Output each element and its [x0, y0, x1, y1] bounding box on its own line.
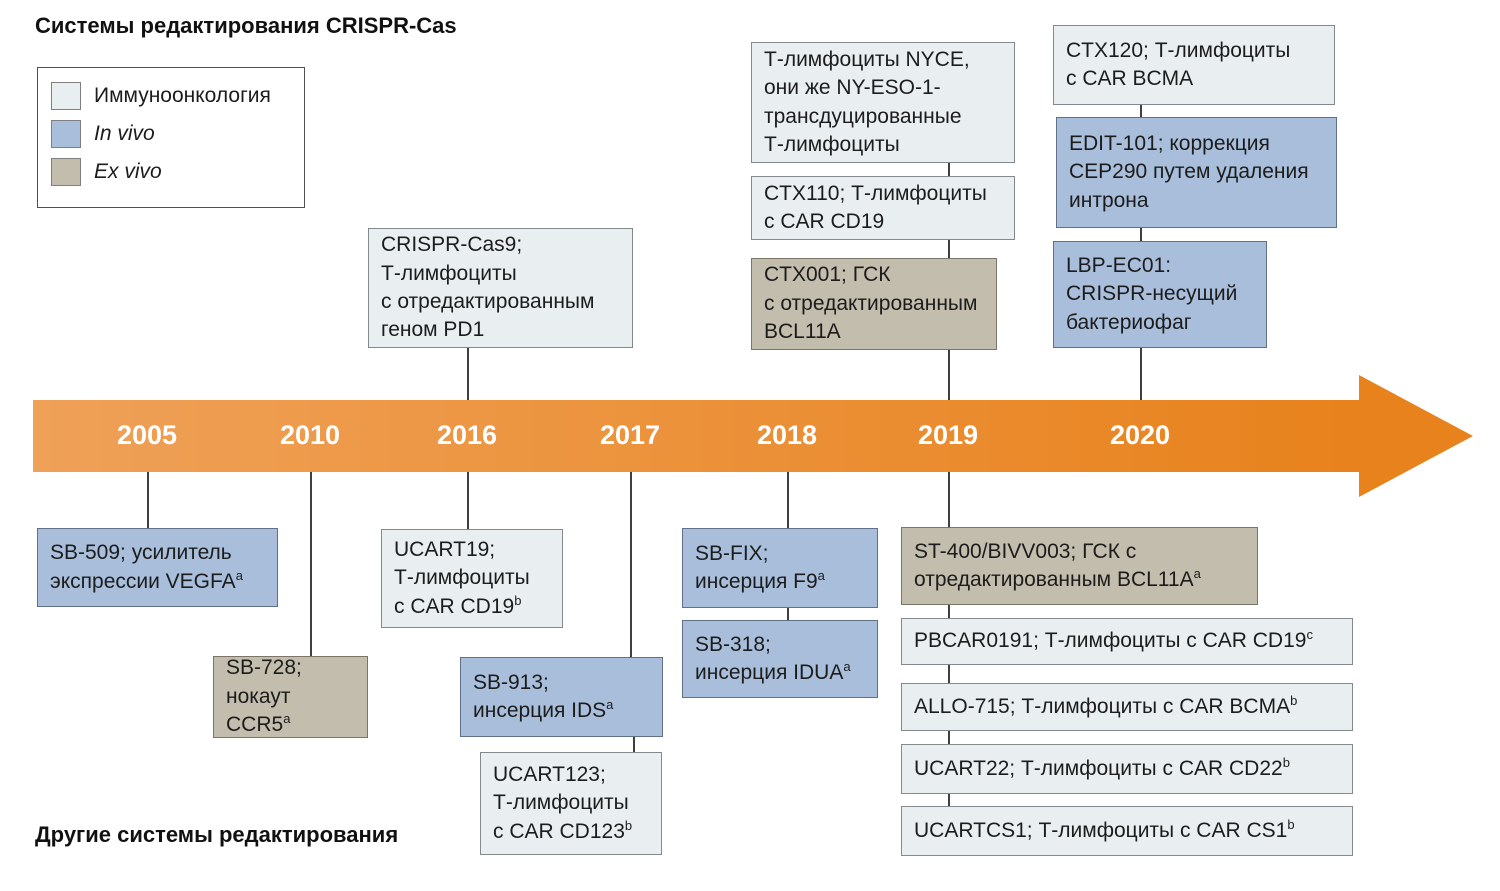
year-label-2017: 2017 — [599, 420, 661, 450]
box-st-400-bivv003: ST-400/BIVV003; ГСК с отредактированным … — [901, 527, 1258, 605]
connector — [1140, 228, 1142, 241]
connector — [310, 472, 312, 656]
connector — [948, 794, 950, 806]
connector — [147, 472, 149, 528]
connector — [787, 472, 789, 528]
year-label-2005: 2005 — [116, 420, 178, 450]
connector — [948, 163, 950, 176]
year-label-2019: 2019 — [917, 420, 979, 450]
box-sb-913: SB-913; инсерция IDSa — [460, 657, 663, 737]
box-ctx110: CTX110; Т-лимфоциты с CAR CD19 — [751, 176, 1015, 240]
box-edit-101: EDIT-101; коррекция CEP290 путем удалени… — [1056, 117, 1337, 228]
box-lbp-ec01: LBP-EC01: CRISPR-несущий бактериофаг — [1053, 241, 1267, 348]
box-crispr-cas9-pd1: CRISPR-Cas9; Т-лимфоциты с отредактирова… — [368, 228, 633, 348]
legend-label: Иммуноонкология — [94, 83, 271, 107]
legend-label: Ex vivo — [94, 159, 162, 183]
footer-title: Другие системы редактирования — [35, 822, 399, 847]
box-ucart22: UCART22; Т-лимфоциты с CAR CD22b — [901, 744, 1353, 794]
box-ucart123: UCART123; Т-лимфоциты с CAR CD123b — [480, 752, 662, 855]
connector — [1140, 105, 1142, 117]
legend: Иммуноонкология In vivo Ex vivo — [37, 67, 305, 208]
immuno-swatch-icon — [51, 81, 81, 110]
box-ctx120: CTX120; Т-лимфоциты с CAR BCMA — [1053, 25, 1335, 105]
connector — [787, 608, 789, 620]
year-label-2016: 2016 — [436, 420, 498, 450]
invivo-swatch-icon — [51, 119, 81, 148]
page-title: Системы редактирования CRISPR-Cas — [35, 13, 457, 38]
exvivo-swatch-icon — [51, 157, 81, 186]
year-label-2020: 2020 — [1109, 420, 1171, 450]
timeline-arrow-head-icon — [1359, 375, 1473, 497]
connector — [948, 240, 950, 258]
timeline-arrow-body — [33, 400, 1359, 472]
year-label-2010: 2010 — [279, 420, 341, 450]
year-label-2018: 2018 — [756, 420, 818, 450]
box-nyce-t-cells: Т-лимфоциты NYCE, они же NY-ESO-1- транс… — [751, 42, 1015, 163]
box-pbcar0191: PBCAR0191; Т-лимфоциты с CAR CD19c — [901, 618, 1353, 665]
legend-item-immuno: Иммуноонкология — [51, 81, 304, 110]
box-ucartcs1: UCARTCS1; Т-лимфоциты с CAR CS1b — [901, 806, 1353, 856]
connector — [630, 472, 632, 657]
legend-label: In vivo — [94, 121, 155, 145]
connector — [948, 731, 950, 744]
connector — [467, 472, 469, 529]
box-allo-715: ALLO-715; Т-лимфоциты с CAR BCMAb — [901, 683, 1353, 731]
box-ctx001: CTX001; ГСК с отредактированным BCL11A — [751, 258, 997, 350]
box-sb-509: SB-509; усилитель экспрессии VEGFAa — [37, 528, 278, 607]
legend-item-invivo: In vivo — [51, 119, 304, 148]
connector — [948, 665, 950, 683]
connector — [948, 350, 950, 400]
connector — [1140, 348, 1142, 400]
connector — [633, 737, 635, 752]
connector — [467, 348, 469, 400]
legend-item-exvivo: Ex vivo — [51, 157, 304, 186]
box-sb-318: SB-318; инсерция IDUAa — [682, 620, 878, 698]
connector — [948, 472, 950, 527]
connector — [948, 605, 950, 618]
box-ucart19: UCART19; Т-лимфоциты с CAR CD19b — [381, 529, 563, 628]
box-sb-728: SB-728; нокаут CCR5a — [213, 656, 368, 738]
box-sb-fix: SB-FIX; инсерция F9a — [682, 528, 878, 608]
